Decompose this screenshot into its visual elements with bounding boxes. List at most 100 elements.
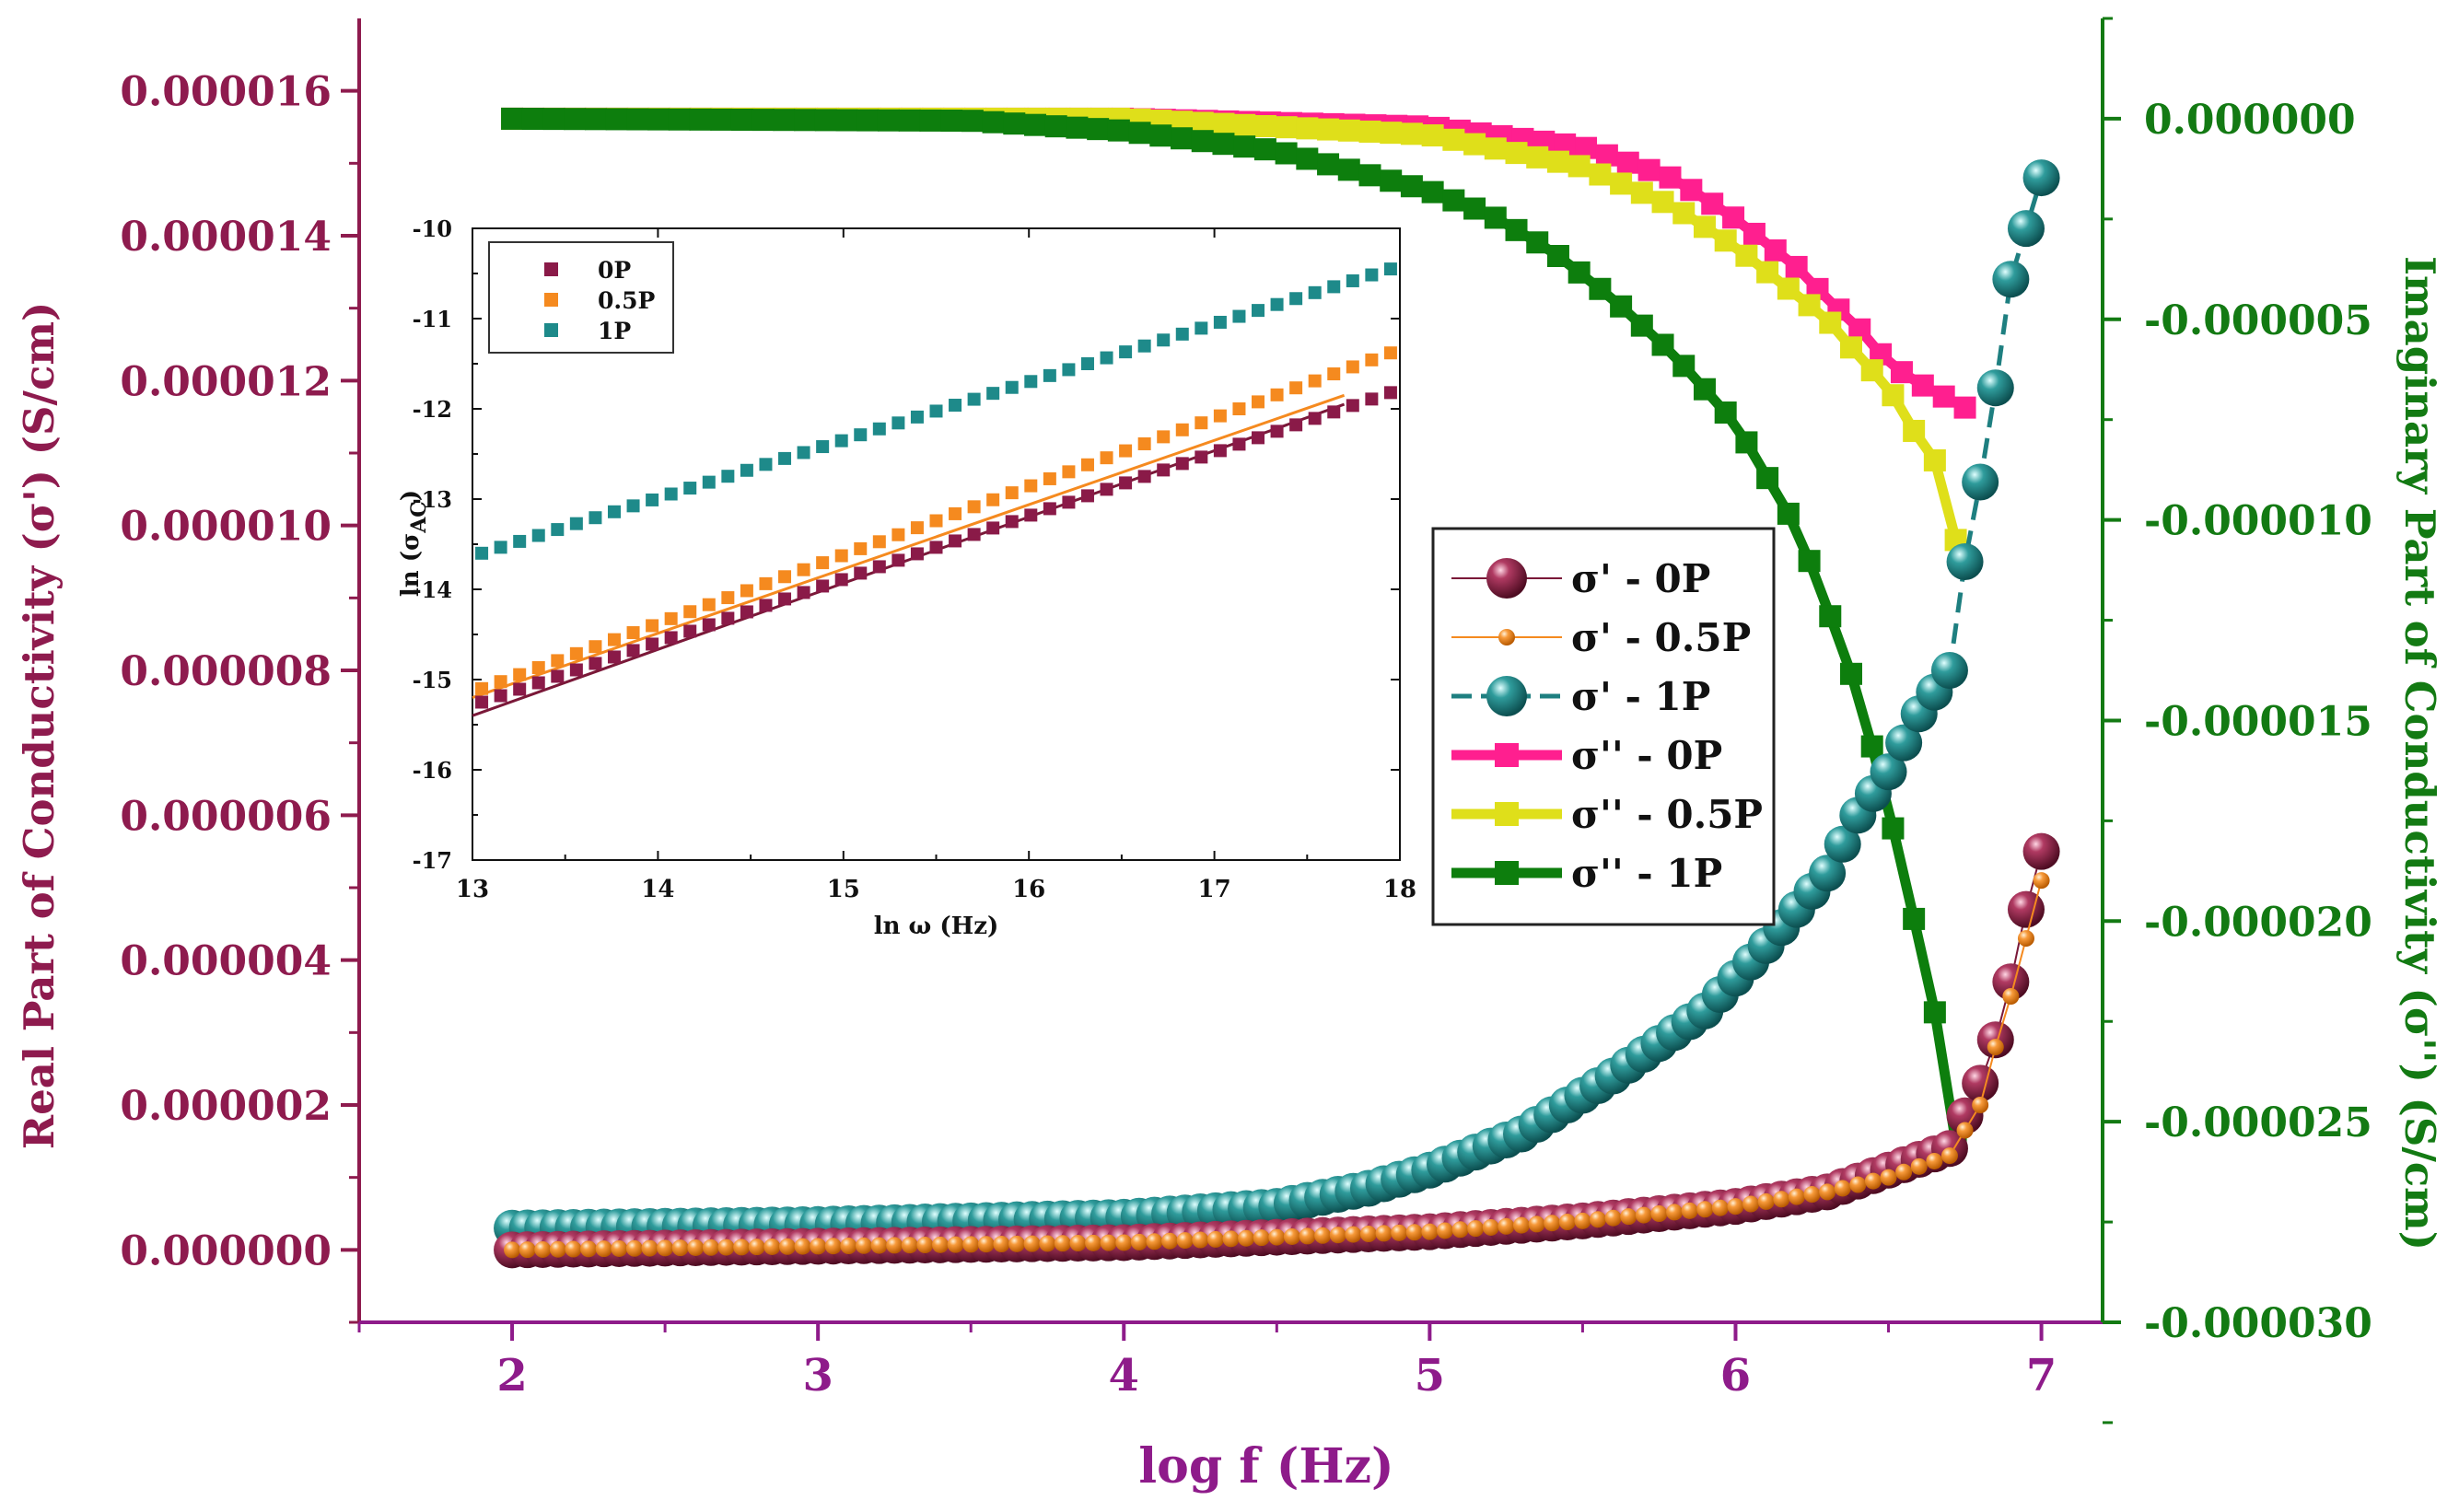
imag-point-0P xyxy=(1953,396,1976,419)
imag-point-0.5P xyxy=(1798,294,1821,317)
imag-point-1P xyxy=(1651,333,1674,356)
legend-label: σ'' - 1P xyxy=(1571,851,1722,896)
real-point-1P xyxy=(2007,210,2045,248)
inset-point-1P xyxy=(740,463,753,477)
real-point-1P xyxy=(1870,753,1907,791)
inset-point-0.5P xyxy=(1100,451,1113,465)
imag-point-1P xyxy=(1903,907,1926,930)
inset-point-0.5P xyxy=(1365,353,1379,366)
imag-point-1P xyxy=(710,108,733,131)
imag-point-1P xyxy=(1358,164,1381,187)
inset-point-0.5P xyxy=(646,619,659,633)
inset-x-tick-label: 13 xyxy=(456,876,489,903)
imag-point-1P xyxy=(877,109,900,132)
real-point-0.5P xyxy=(1391,1224,1408,1241)
inset-point-0P xyxy=(569,663,583,677)
imag-point-1P xyxy=(1317,153,1340,176)
real-point-0.5P xyxy=(1987,1039,2004,1056)
inset-point-0.5P xyxy=(531,661,545,675)
inset-point-0P xyxy=(1270,425,1284,438)
real-point-0.5P xyxy=(778,1238,796,1255)
y-left-tick-label: 0.000016 xyxy=(120,69,332,116)
real-point-0.5P xyxy=(1283,1227,1300,1245)
real-point-0.5P xyxy=(2033,872,2050,890)
inset-point-0P xyxy=(1213,444,1227,458)
imag-point-1P xyxy=(1735,431,1758,454)
real-point-1P xyxy=(1930,652,1968,689)
real-point-0.5P xyxy=(1513,1216,1530,1234)
imag-point-1P xyxy=(1860,735,1883,758)
imag-point-0.5P xyxy=(1380,122,1403,145)
inset-point-1P xyxy=(531,529,545,542)
legend-marker xyxy=(1486,676,1527,716)
imag-point-0.5P xyxy=(1672,202,1696,225)
imag-point-0.5P xyxy=(1442,128,1465,151)
imag-point-0.5P xyxy=(1546,150,1569,173)
y-left-tick-label: 0.000012 xyxy=(120,358,332,405)
inset-point-0P xyxy=(551,669,565,683)
inset-point-1P xyxy=(892,416,905,430)
real-point-0.5P xyxy=(1558,1214,1576,1231)
imag-point-0.5P xyxy=(1714,229,1737,252)
inset-point-1P xyxy=(1024,375,1038,389)
inset-point-1P xyxy=(626,499,640,513)
y-left-tick-label: 0.000006 xyxy=(120,793,332,840)
inset-y-tick-label: -14 xyxy=(413,576,452,603)
inset-point-0.5P xyxy=(892,528,905,541)
imag-point-0.5P xyxy=(1735,244,1758,267)
inset-point-0.5P xyxy=(1119,444,1133,458)
inset-point-0.5P xyxy=(1383,346,1397,360)
real-point-0.5P xyxy=(1696,1201,1714,1218)
inset-point-0.5P xyxy=(551,654,565,668)
inset-legend-box xyxy=(488,241,674,354)
inset-point-0P xyxy=(1308,412,1322,425)
imag-point-1P xyxy=(1253,138,1276,161)
inset-point-1P xyxy=(1289,292,1303,306)
imag-point-0.5P xyxy=(1630,181,1653,204)
real-point-0.5P xyxy=(625,1239,643,1257)
real-point-0.5P xyxy=(1206,1230,1224,1248)
real-point-0.5P xyxy=(1590,1211,1607,1228)
inset-point-0P xyxy=(1346,399,1359,413)
inset-point-0P xyxy=(1252,431,1265,445)
real-point-0.5P xyxy=(1345,1226,1362,1243)
inset-point-0.5P xyxy=(854,541,868,555)
inset-x-tick-label: 15 xyxy=(827,876,860,903)
imag-point-1P xyxy=(1839,662,1862,685)
imag-point-1P xyxy=(1066,116,1089,139)
y-right-axis-title: Imaginary Part of Conductivity (σ'') (S/… xyxy=(2395,256,2444,1250)
imag-point-0.5P xyxy=(1400,122,1423,145)
inset-point-0.5P xyxy=(967,500,981,514)
inset-point-0P xyxy=(872,560,886,574)
inset-y-tick-label: -13 xyxy=(413,486,452,513)
imag-point-1P xyxy=(919,109,942,132)
inset-point-0.5P xyxy=(589,640,602,654)
main-axes: 0.000000 0.000002 0.000004 0.000006 0.000008… xyxy=(120,17,2372,1425)
imag-point-0.5P xyxy=(1589,163,1612,186)
inset-point-1P xyxy=(1080,357,1094,370)
imag-point-0P xyxy=(1595,144,1618,167)
inset-point-1P xyxy=(1346,273,1359,287)
imag-point-1P xyxy=(1798,550,1821,573)
inset-point-1P xyxy=(816,440,830,454)
y-right-tick-label: -0.000015 xyxy=(2144,698,2372,745)
inset-point-0P xyxy=(1195,450,1208,464)
inset-point-0P xyxy=(759,599,773,612)
imag-point-0.5P xyxy=(1212,112,1235,135)
inset-point-1P xyxy=(834,434,848,448)
inset-legend-label: 0P xyxy=(598,257,631,284)
inset-point-1P xyxy=(1157,333,1171,347)
inset-point-0P xyxy=(513,682,527,696)
real-point-0.5P xyxy=(549,1240,566,1258)
imag-point-1P xyxy=(542,108,565,131)
inset-y-tick-label: -10 xyxy=(413,215,452,242)
legend-marker xyxy=(1495,802,1519,826)
real-point-0.5P xyxy=(1880,1169,1897,1186)
imag-point-1P xyxy=(835,109,858,132)
imag-point-1P xyxy=(501,107,524,130)
real-point-0.5P xyxy=(1788,1188,1805,1205)
real-point-0.5P xyxy=(1834,1180,1851,1197)
imag-point-1P xyxy=(1044,115,1067,138)
inset-y-title-main: ln (σ xyxy=(397,533,425,597)
